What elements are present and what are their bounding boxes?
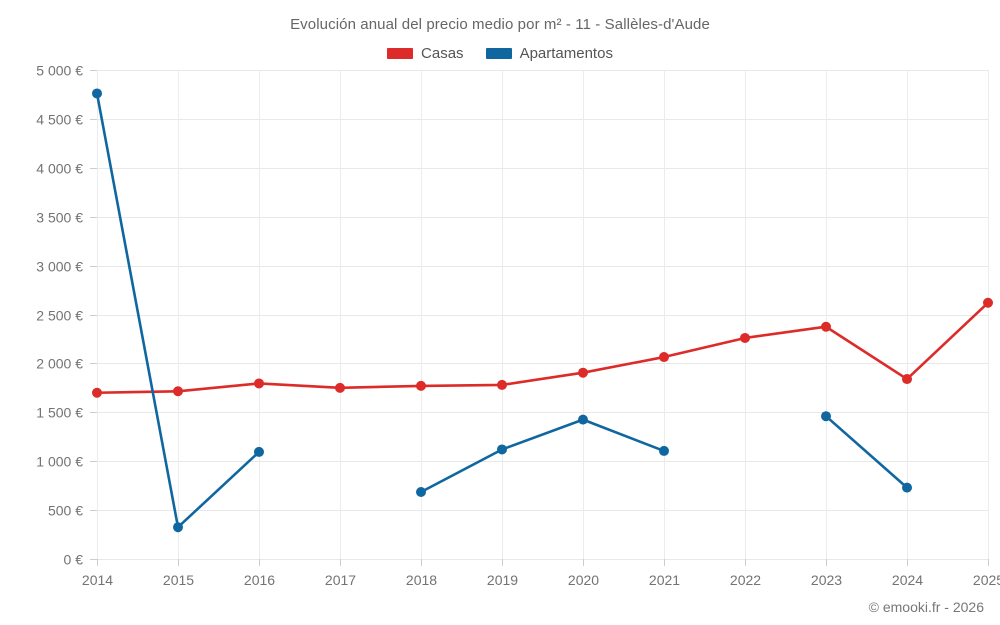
x-axis-tick-label: 2019	[487, 572, 518, 588]
series-line-apartamentos	[419, 418, 666, 494]
x-axis-tick-label: 2025	[973, 572, 1000, 588]
data-point-casas-2023[interactable]	[821, 321, 831, 332]
legend-item-apartamentos[interactable]: Apartamentos	[485, 45, 613, 62]
chart-legend: Casas Apartamentos	[0, 45, 1000, 62]
series-line-casas	[95, 301, 990, 395]
legend-swatch-casas	[387, 48, 414, 59]
data-point-apartamentos-2018[interactable]	[416, 487, 426, 498]
x-axis-tick-label: 2016	[244, 572, 275, 588]
legend-swatch-apartamentos	[485, 48, 512, 59]
data-point-apartamentos-2019[interactable]	[497, 444, 507, 455]
y-axis-tick-label: 4 500 €	[36, 112, 83, 128]
x-axis-tick-label: 2015	[163, 572, 194, 588]
data-point-casas-2016[interactable]	[254, 378, 264, 389]
x-axis-tick-label: 2022	[730, 572, 761, 588]
legend-label-apartamentos: Apartamentos	[519, 45, 613, 62]
data-point-apartamentos-2015[interactable]	[173, 522, 183, 533]
data-point-casas-2021[interactable]	[659, 352, 669, 363]
data-point-apartamentos-2021[interactable]	[659, 445, 669, 456]
series-line-apartamentos	[824, 414, 909, 489]
y-axis-tick-label: 3 000 €	[36, 259, 83, 275]
y-axis-tick-label: 5 000 €	[36, 63, 83, 79]
x-axis-tick-label: 2018	[406, 572, 437, 588]
x-axis-tick-label: 2017	[325, 572, 356, 588]
data-series-layer	[92, 88, 993, 533]
x-axis-tick-label: 2024	[892, 572, 923, 588]
y-axis-tick-labels: 0 € 500 € 1 000 € 1 500 € 2 000 € 2 500 € 3 00…	[36, 63, 83, 568]
x-axis-tick-label: 2021	[649, 572, 680, 588]
y-axis-tick-label: 1 000 €	[36, 454, 83, 470]
data-point-apartamentos-2024[interactable]	[902, 482, 912, 493]
x-axis-tick-label: 2020	[568, 572, 599, 588]
legend-item-casas[interactable]: Casas	[387, 45, 464, 62]
horizontal-gridlines	[90, 70, 988, 560]
data-point-casas-2019[interactable]	[497, 379, 507, 390]
y-axis-tick-label: 0 €	[64, 552, 84, 568]
y-axis-tick-label: 2 500 €	[36, 308, 83, 324]
x-axis-tick-label: 2014	[82, 572, 113, 588]
y-axis-tick-label: 500 €	[48, 503, 83, 519]
x-axis-tick-labels: 2014 2015 2016 2017 2018 2019 2020 2021 2022 2023…	[82, 572, 1000, 588]
data-point-casas-2020[interactable]	[578, 367, 588, 378]
data-point-casas-2015[interactable]	[173, 386, 183, 397]
y-axis-tick-label: 3 500 €	[36, 210, 83, 226]
x-axis-tick-label: 2023	[811, 572, 842, 588]
page-title: Evolución anual del precio medio por m² …	[290, 16, 710, 33]
data-point-apartamentos-2020[interactable]	[578, 414, 588, 425]
data-point-casas-2025[interactable]	[983, 297, 993, 308]
y-axis-tick-label: 4 000 €	[36, 161, 83, 177]
data-point-casas-2024[interactable]	[902, 374, 912, 385]
data-point-casas-2014[interactable]	[92, 387, 102, 398]
y-axis-tick-label: 1 500 €	[36, 405, 83, 421]
data-point-casas-2018[interactable]	[416, 380, 426, 391]
data-point-casas-2017[interactable]	[335, 382, 345, 393]
data-point-apartamentos-2016[interactable]	[254, 446, 264, 457]
data-point-apartamentos-2014[interactable]	[92, 88, 102, 99]
copyright-credit: © emooki.fr - 2026	[868, 599, 984, 615]
data-point-casas-2022[interactable]	[740, 332, 750, 343]
data-point-apartamentos-2023[interactable]	[821, 411, 831, 422]
y-axis-tick-label: 2 000 €	[36, 356, 83, 372]
vertical-gridlines	[97, 70, 989, 566]
legend-label-casas: Casas	[421, 45, 464, 62]
